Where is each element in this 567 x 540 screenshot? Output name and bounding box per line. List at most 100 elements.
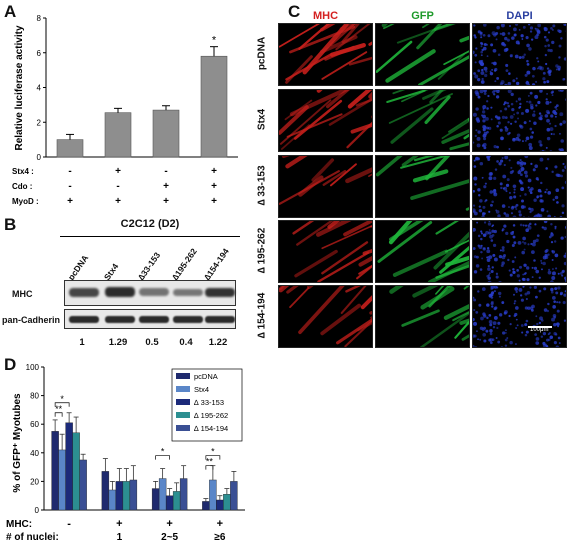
micrograph-fiber bbox=[386, 90, 426, 103]
micrograph-nucleus bbox=[536, 150, 537, 151]
micrograph-fiber bbox=[445, 255, 469, 267]
micrograph-nucleus bbox=[517, 170, 522, 175]
micrograph-nucleus bbox=[498, 295, 501, 298]
micrograph-nucleus bbox=[488, 126, 492, 130]
micrograph-nucleus bbox=[480, 316, 484, 321]
micrograph-nucleus bbox=[477, 69, 481, 73]
micrograph-nucleus bbox=[489, 329, 493, 333]
micrograph-nucleus bbox=[520, 167, 525, 171]
micrograph-nucleus bbox=[508, 269, 511, 272]
micrograph-nucleus bbox=[479, 90, 484, 94]
micrograph-nucleus bbox=[515, 77, 518, 80]
micrograph-nucleus bbox=[484, 200, 487, 203]
chart-a-ylabel: Relative luciferase activity bbox=[14, 25, 25, 151]
micrograph-fiber bbox=[401, 156, 419, 167]
micrograph-nucleus bbox=[501, 248, 505, 252]
micrograph-nucleus bbox=[535, 295, 538, 299]
micrograph-nucleus bbox=[511, 230, 515, 233]
chart-d-ytick-label: 0 bbox=[35, 506, 40, 515]
micrograph-nucleus bbox=[520, 324, 524, 327]
micrograph-nucleus bbox=[480, 54, 483, 57]
micrograph-nucleus bbox=[473, 308, 476, 312]
micrograph-nucleus bbox=[539, 316, 543, 321]
micrograph-nucleus bbox=[509, 323, 512, 326]
micrograph-nucleus bbox=[552, 133, 556, 136]
micrograph-nucleus bbox=[493, 145, 497, 149]
micrograph-nucleus bbox=[540, 181, 543, 185]
micrograph-nucleus bbox=[544, 253, 548, 257]
chart-a-condition-value: + bbox=[163, 181, 169, 192]
micrograph-image bbox=[473, 156, 566, 217]
micrograph-fiber bbox=[298, 24, 330, 50]
micrograph-nucleus bbox=[557, 68, 561, 71]
micrograph-fiber bbox=[330, 43, 366, 57]
micrograph-nucleus bbox=[549, 101, 552, 104]
micrograph-nucleus bbox=[544, 114, 549, 118]
micrograph-nucleus bbox=[488, 255, 493, 259]
micrograph-nucleus bbox=[547, 111, 550, 115]
micrograph-nucleus bbox=[491, 225, 494, 228]
micrograph-nucleus bbox=[482, 233, 487, 238]
micrograph-image bbox=[279, 90, 372, 150]
micrograph-cell bbox=[278, 220, 373, 283]
micrograph-nucleus bbox=[561, 186, 565, 190]
micrograph-nucleus bbox=[481, 144, 485, 147]
micrograph-fiber bbox=[316, 90, 323, 93]
micrograph-row-label: ∆ 195-262 bbox=[256, 227, 268, 273]
micrograph-nucleus bbox=[501, 261, 505, 265]
micrograph-fiber bbox=[347, 90, 372, 109]
micrograph-nucleus bbox=[556, 322, 560, 326]
micrograph-nucleus bbox=[502, 187, 505, 190]
micrograph-nucleus bbox=[486, 55, 489, 58]
micrograph-nucleus bbox=[482, 133, 487, 138]
micrograph-nucleus bbox=[503, 101, 507, 105]
micrograph-fiber bbox=[370, 316, 372, 319]
micrograph-nucleus bbox=[540, 114, 543, 118]
micrograph-nucleus bbox=[550, 287, 554, 292]
micrograph-nucleus bbox=[520, 170, 523, 173]
micrograph-nucleus bbox=[547, 268, 551, 272]
micrograph-nucleus bbox=[522, 273, 525, 276]
micrograph-nucleus bbox=[492, 253, 496, 257]
micrograph-nucleus bbox=[493, 257, 498, 262]
panel-letter-d: D bbox=[4, 355, 17, 374]
micrograph-nucleus bbox=[524, 162, 527, 165]
micrograph-fiber bbox=[419, 311, 469, 347]
micrograph-nucleus bbox=[493, 307, 497, 311]
micrograph-nucleus bbox=[483, 90, 487, 93]
micrograph-fiber bbox=[358, 255, 372, 267]
micrograph-nucleus bbox=[556, 173, 560, 177]
chart-d-category-nuclei: 2~5 bbox=[161, 532, 178, 540]
micrograph-nucleus bbox=[552, 305, 556, 309]
chart-d-legend-label: pcDNA bbox=[194, 372, 218, 381]
micrograph-nucleus bbox=[545, 146, 548, 149]
micrograph-nucleus bbox=[474, 346, 478, 347]
micrograph-nucleus bbox=[565, 24, 566, 27]
blot-mhc-band bbox=[173, 288, 203, 296]
micrograph-fiber bbox=[286, 113, 343, 138]
micrograph-nucleus bbox=[503, 163, 506, 167]
blot-mhc-band bbox=[69, 287, 99, 297]
blot-title: C2C12 (D2) bbox=[120, 218, 180, 230]
blot-mhc-band bbox=[105, 287, 135, 298]
micrograph-nucleus bbox=[522, 241, 524, 243]
micrograph-fiber bbox=[360, 295, 372, 310]
micrograph-fiber bbox=[336, 318, 372, 345]
micrograph-nucleus bbox=[539, 194, 543, 198]
chart-d-significance-label: ** bbox=[206, 457, 214, 467]
micrograph-nucleus bbox=[504, 338, 508, 342]
micrograph-nucleus bbox=[538, 112, 542, 115]
blot-lane-label: ∆33-153 bbox=[135, 250, 163, 282]
micrograph-nucleus bbox=[482, 332, 487, 337]
micrograph-nucleus bbox=[493, 93, 496, 96]
micrograph-nucleus bbox=[502, 174, 507, 179]
micrograph-fiber bbox=[413, 156, 435, 162]
micrograph-nucleus bbox=[556, 309, 560, 313]
micrograph-nucleus bbox=[504, 344, 508, 347]
micrograph-nucleus bbox=[478, 209, 483, 213]
micrograph-nucleus bbox=[528, 120, 531, 123]
blot-quant-value: 0.5 bbox=[145, 337, 159, 348]
micrograph-nucleus bbox=[487, 127, 490, 130]
micrograph-fiber bbox=[443, 303, 469, 320]
blot-title-line bbox=[60, 236, 240, 237]
